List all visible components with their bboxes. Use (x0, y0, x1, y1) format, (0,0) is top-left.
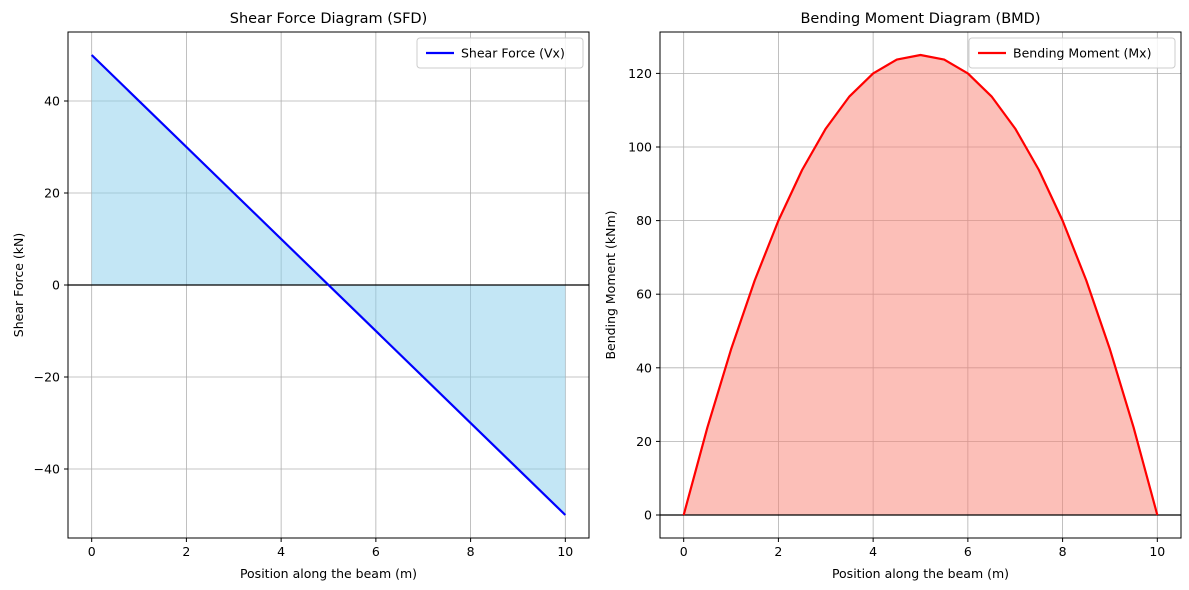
bmd-legend-box (968, 37, 1176, 69)
sfd-x-tick-label: 10 (557, 544, 573, 559)
sfd-y-axis-label: Shear Force (kN) (11, 233, 26, 337)
bmd-y-tick-label: 60 (636, 287, 652, 302)
sfd-x-tick-label: 6 (372, 544, 380, 559)
bmd-x-tick-label: 0 (680, 544, 688, 559)
sfd-panel: Shear Force Diagram (SFD) Position along… (11, 11, 590, 581)
bmd-y-axis-label: Bending Moment (kNm) (603, 210, 618, 359)
sfd-x-tick-label: 2 (182, 544, 190, 559)
sfd-y-tick-label: 40 (44, 94, 60, 109)
bmd-x-tick-label: 2 (774, 544, 782, 559)
bmd-legend: Bending Moment (Mx) (968, 37, 1176, 69)
sfd-legend-label: Shear Force (Vx) (461, 46, 565, 61)
bmd-y-tick-label: 20 (636, 434, 652, 449)
sfd-title: Shear Force Diagram (SFD) (230, 11, 428, 27)
bmd-y-tick-label: 40 (636, 360, 652, 375)
bmd-x-tick-label: 4 (869, 544, 877, 559)
bmd-panel: Bending Moment Diagram (BMD) Position al… (603, 11, 1182, 581)
sfd-y-tick-label: 0 (52, 278, 60, 293)
bmd-y-tick-label: 0 (644, 508, 652, 523)
sfd-x-axis-label: Position along the beam (m) (240, 566, 417, 581)
bmd-x-tick-label: 8 (1059, 544, 1067, 559)
bmd-y-tick-label: 120 (628, 66, 652, 81)
bmd-title: Bending Moment Diagram (BMD) (800, 11, 1040, 27)
sfd-x-tick-label: 0 (88, 544, 96, 559)
bmd-x-tick-label: 6 (964, 544, 972, 559)
bmd-series-line (682, 53, 1159, 516)
bmd-y-tick-label: 100 (628, 140, 652, 155)
bmd-y-tick-label: 80 (636, 213, 652, 228)
sfd-legend: Shear Force (Vx) (416, 37, 584, 69)
bmd-fill-area (683, 55, 1158, 515)
bmd-x-tick-label: 10 (1149, 544, 1165, 559)
bmd-legend-label: Bending Moment (Mx) (1013, 46, 1151, 61)
sfd-y-tick-label: −20 (34, 370, 60, 385)
sfd-x-tick-label: 8 (467, 544, 475, 559)
bmd-x-axis-label: Position along the beam (m) (832, 566, 1009, 581)
sfd-legend-box (416, 37, 584, 69)
sfd-x-tick-label: 4 (277, 544, 285, 559)
sfd-y-tick-label: 20 (44, 186, 60, 201)
sfd-y-tick-label: −40 (34, 462, 60, 477)
sfd-series-line (90, 54, 567, 516)
bmd-axes-frame (659, 31, 1182, 539)
